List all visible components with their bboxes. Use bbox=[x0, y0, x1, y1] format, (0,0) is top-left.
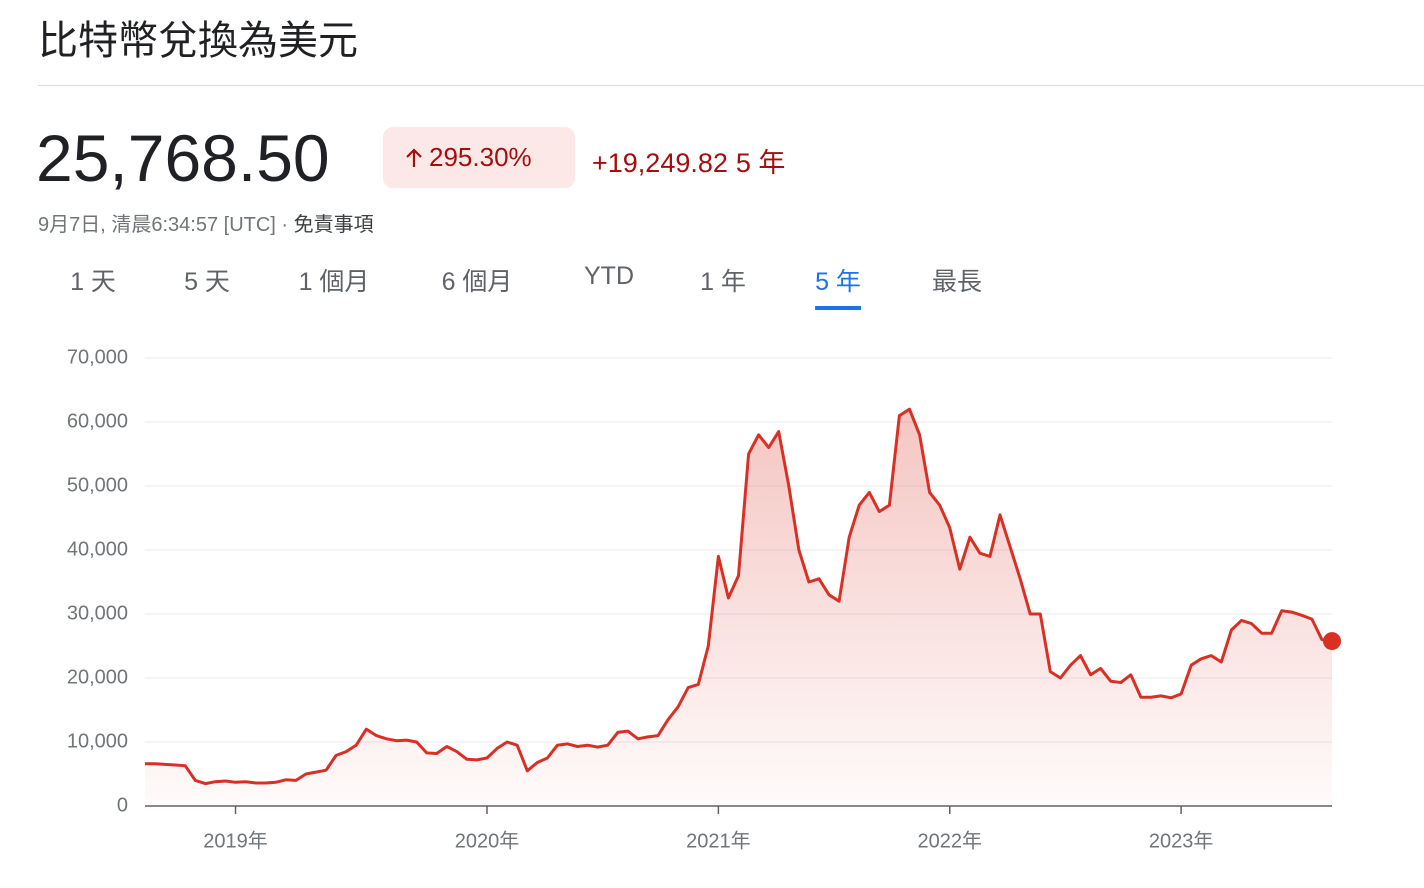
y-tick-label: 10,000 bbox=[67, 730, 128, 752]
timestamp: 9月7日, 清晨6:34:57 [UTC] · bbox=[38, 214, 294, 236]
range-tab[interactable]: 5 天 bbox=[184, 268, 230, 296]
change-percent: 295.30% bbox=[429, 142, 532, 172]
y-tick-label: 30,000 bbox=[67, 602, 128, 624]
range-tab[interactable]: 最長 bbox=[931, 268, 983, 296]
change: +19,249.82 5 年 bbox=[592, 141, 785, 180]
range-tab[interactable]: 1 天 bbox=[70, 268, 116, 296]
timestamp-line: 9月7日, 清晨6:34:57 [UTC] · 免責事項 bbox=[38, 208, 374, 237]
range-tab[interactable]: YTD bbox=[584, 262, 634, 290]
x-tick-label: 2020年 bbox=[455, 829, 520, 852]
change-badge: 295.30% bbox=[383, 127, 575, 188]
range-tab[interactable]: 5 年 bbox=[815, 262, 861, 310]
x-tick-label: 2019年 bbox=[203, 829, 268, 852]
x-tick-label: 2023年 bbox=[1149, 829, 1214, 852]
y-tick-label: 50,000 bbox=[67, 474, 128, 496]
y-tick-label: 70,000 bbox=[67, 346, 128, 368]
range-tab[interactable]: 6 個月 bbox=[441, 268, 513, 296]
y-tick-label: 20,000 bbox=[67, 666, 128, 688]
y-tick-label: 40,000 bbox=[67, 538, 128, 560]
last-point bbox=[1323, 632, 1341, 651]
price-line bbox=[145, 407, 1333, 786]
up-arrow bbox=[406, 148, 422, 167]
title: 比特幣兌換為美元 bbox=[38, 19, 358, 63]
range-tab[interactable]: 1 個月 bbox=[298, 268, 370, 296]
divider bbox=[38, 85, 1424, 86]
change-value: +19,249.82 bbox=[592, 148, 728, 178]
y-tick-label: 0 bbox=[117, 794, 128, 816]
y-tick-label: 60,000 bbox=[67, 410, 128, 432]
chart: 0 10,000 20,000 30,000 40,000 50,000 60,000 70,… bbox=[67, 346, 1341, 852]
range-tab[interactable]: 1 年 bbox=[700, 268, 746, 296]
area bbox=[145, 409, 1332, 806]
period: 5 年 bbox=[735, 148, 786, 178]
disclaimer-link[interactable]: 免責事項 bbox=[293, 214, 374, 236]
x-tick-label: 2022年 bbox=[917, 829, 982, 852]
x-tick-label: 2021年 bbox=[686, 829, 751, 852]
price: 25,768.50 bbox=[36, 121, 330, 195]
